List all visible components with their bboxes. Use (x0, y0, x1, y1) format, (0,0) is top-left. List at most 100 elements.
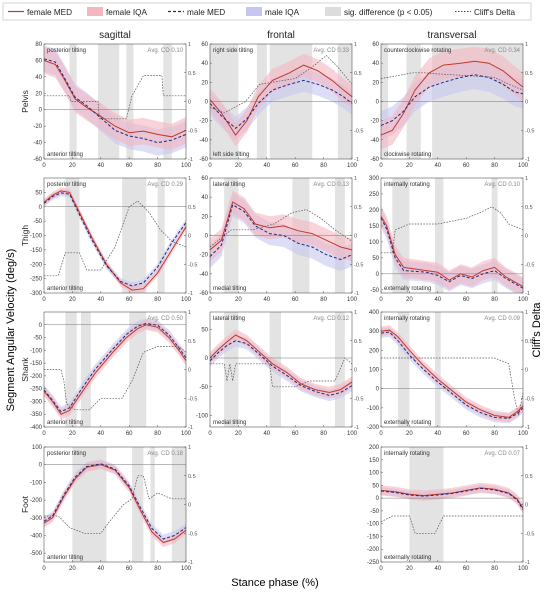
y-tick-label: -100 (196, 414, 209, 420)
y-tick-label: 200 (369, 445, 380, 451)
x-tick-label: 100 (181, 297, 192, 303)
y2-tick-label: 1 (188, 445, 191, 451)
y2-tick-label: -1 (525, 291, 530, 297)
cliffs-delta-line (381, 206, 524, 254)
y2-tick-label: -0.5 (525, 128, 534, 134)
y2-tick-label: 0.5 (354, 205, 362, 211)
y-tick-label: 20 (35, 91, 42, 97)
sig-region (163, 44, 172, 159)
y-tick-label: 50 (372, 256, 379, 262)
male-median-line (380, 217, 524, 289)
row-label: Shank (20, 357, 30, 382)
x-axis-label: Stance phase (%) (231, 577, 318, 589)
y2-tick-label: -0.5 (188, 531, 197, 537)
x-tick-label: 0 (208, 163, 212, 169)
x-tick-label: 60 (126, 431, 133, 437)
x-tick-label: 0 (379, 431, 383, 437)
y-tick-label: 300 (369, 176, 380, 182)
panel-foot-trans: 200150100500-50-100-150-200-25010.50-0.5… (367, 445, 535, 572)
panel-thigh-front: 60 40 20 0 -20 -40 -60 1 0.5 0 -0.5 -1 0 20 40 60 80 100 l… (199, 176, 363, 303)
female-median-line (380, 60, 524, 136)
panel-pelvis-trans: 60 40 20 0 -20 -40 -60 1 0.5 0 -0.5 -1 0 20 40 60 80 100 c… (370, 42, 534, 169)
x-tick-label: 60 (126, 566, 133, 572)
panel-foot-sag: 100 0 -100 -200 -300 -400 -500 1 0.5 0 -0.5 -1 0 20 40… (30, 445, 198, 572)
y-tick-label: -20 (370, 119, 379, 125)
x-tick-label: 80 (154, 431, 161, 437)
female-iqa-band (44, 319, 186, 420)
x-tick-label: 80 (491, 566, 498, 572)
y-tick-label: -400 (30, 425, 43, 431)
y-tick-label: 40 (35, 75, 42, 81)
direction-label-bottom: anterior tilting (47, 286, 83, 292)
x-tick-label: 60 (463, 431, 470, 437)
y2-tick-label: -1 (188, 560, 193, 566)
x-tick-label: 20 (406, 566, 413, 572)
row-label: Pelvis (20, 90, 30, 113)
y2-tick-label: 0.5 (354, 71, 362, 77)
x-tick-label: 40 (434, 566, 441, 572)
x-tick-label: 80 (154, 566, 161, 572)
y-tick-label: -40 (370, 138, 379, 144)
direction-label-bottom: left side tilting (213, 152, 249, 158)
sig-region (224, 312, 239, 427)
x-tick-label: 40 (263, 431, 270, 437)
direction-label-top: right side tilting (213, 48, 253, 54)
sig-region (126, 44, 134, 159)
y2-tick-label: 0.5 (188, 339, 196, 345)
x-tick-label: 80 (491, 297, 498, 303)
cliffs-delta-line (209, 55, 353, 114)
y-tick-label: 0 (39, 323, 43, 329)
x-tick-label: 20 (69, 431, 76, 437)
y-tick-label: -50 (370, 288, 379, 294)
y2-tick-label: -1 (188, 425, 193, 431)
y-tick-label: 0 (205, 234, 209, 240)
y2-tick-label: -0.5 (188, 128, 197, 134)
panel-pelvis-sag: 80 60 40 20 0 -20 -40 -60 1 0.5 0 -0.5 -1 0 20 40 60 80 10… (33, 42, 197, 169)
y-tick-label: 40 (372, 61, 379, 67)
y2-tick-label: 1 (525, 176, 528, 182)
direction-label-bottom: externally rotating (384, 420, 431, 426)
sig-region (171, 447, 186, 562)
x-tick-label: 40 (434, 431, 441, 437)
y-tick-label: -50 (33, 219, 42, 225)
y-tick-label: -350 (30, 412, 43, 418)
y2-tick-label: -1 (525, 157, 530, 163)
y2-tick-label: 0 (188, 100, 191, 106)
y-tick-label: 50 (201, 327, 208, 333)
female-median-line (43, 59, 187, 138)
y2-tick-label: -0.5 (354, 262, 363, 268)
y2-tick-label: 1 (525, 42, 528, 48)
avg-cd-label: Avg. CD 0.09 (484, 316, 520, 322)
x-tick-label: 0 (42, 431, 46, 437)
x-tick-label: 20 (235, 297, 242, 303)
cliffs-delta-line (380, 72, 524, 91)
female-median-line (43, 324, 187, 415)
y2-tick-label: 0 (525, 368, 528, 374)
y2-axis-label: Cliff's Delta (531, 302, 543, 358)
y2-tick-label: 1 (354, 310, 357, 316)
y2-tick-label: -1 (354, 291, 359, 297)
y-tick-label: 80 (35, 42, 42, 48)
avg-cd-label: Avg. CD 0.29 (147, 182, 183, 188)
x-tick-label: 100 (347, 297, 358, 303)
x-tick-label: 80 (320, 431, 327, 437)
y-tick-label: -200 (30, 498, 43, 504)
x-tick-label: 40 (97, 566, 104, 572)
x-tick-label: 20 (69, 566, 76, 572)
y-tick-label: 60 (201, 176, 208, 182)
y2-tick-label: 1 (354, 176, 357, 182)
x-tick-label: 60 (292, 297, 299, 303)
y2-tick-label: 0.5 (525, 474, 533, 480)
y-tick-label: -200 (367, 425, 380, 431)
y-tick-label: -300 (30, 291, 43, 297)
sig-region (122, 178, 147, 293)
y2-tick-label: 0.5 (188, 71, 196, 77)
y-tick-label: -40 (199, 272, 208, 278)
y-tick-label: -100 (30, 480, 43, 486)
y-tick-label: 40 (201, 61, 208, 67)
male-median-line (380, 487, 524, 510)
x-tick-label: 80 (320, 297, 327, 303)
x-tick-label: 60 (463, 297, 470, 303)
avg-cd-label: Avg. CD 0.10 (484, 182, 520, 188)
